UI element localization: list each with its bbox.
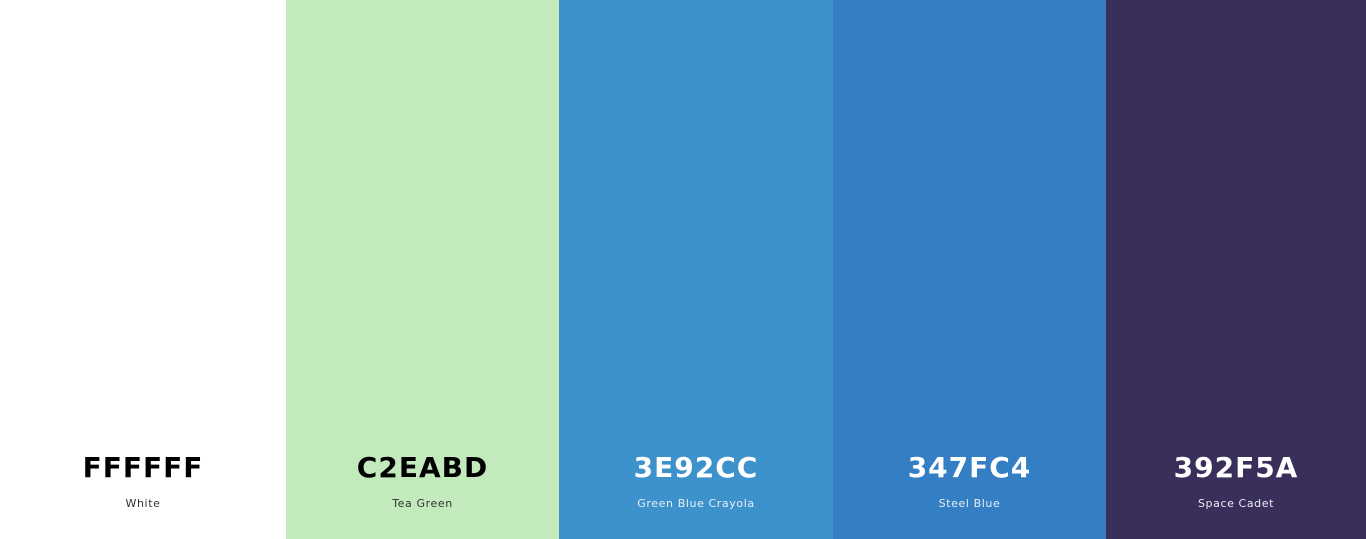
swatch-hex-code[interactable]: FFFFFF [82, 451, 204, 484]
swatch-color-name: Steel Blue [938, 497, 1001, 510]
swatch-color-name: White [125, 497, 161, 510]
swatch-hex-code[interactable]: 3E92CC [633, 451, 759, 484]
swatch-color-name: Tea Green [392, 497, 453, 510]
swatch-color-name: Green Blue Crayola [637, 497, 755, 510]
swatch-hex-code[interactable]: 347FC4 [907, 451, 1032, 484]
swatch-hex-code[interactable]: 392F5A [1173, 451, 1299, 484]
swatch-hex-code[interactable]: C2EABD [356, 451, 489, 484]
swatch-white[interactable]: FFFFFF White [0, 0, 286, 539]
swatch-tea-green[interactable]: C2EABD Tea Green [286, 0, 559, 539]
swatch-steel-blue[interactable]: 347FC4 Steel Blue [833, 0, 1106, 539]
swatch-color-name: Space Cadet [1197, 497, 1275, 510]
swatch-space-cadet[interactable]: 392F5A Space Cadet [1106, 0, 1366, 539]
swatch-green-blue-crayola[interactable]: 3E92CC Green Blue Crayola [559, 0, 833, 539]
